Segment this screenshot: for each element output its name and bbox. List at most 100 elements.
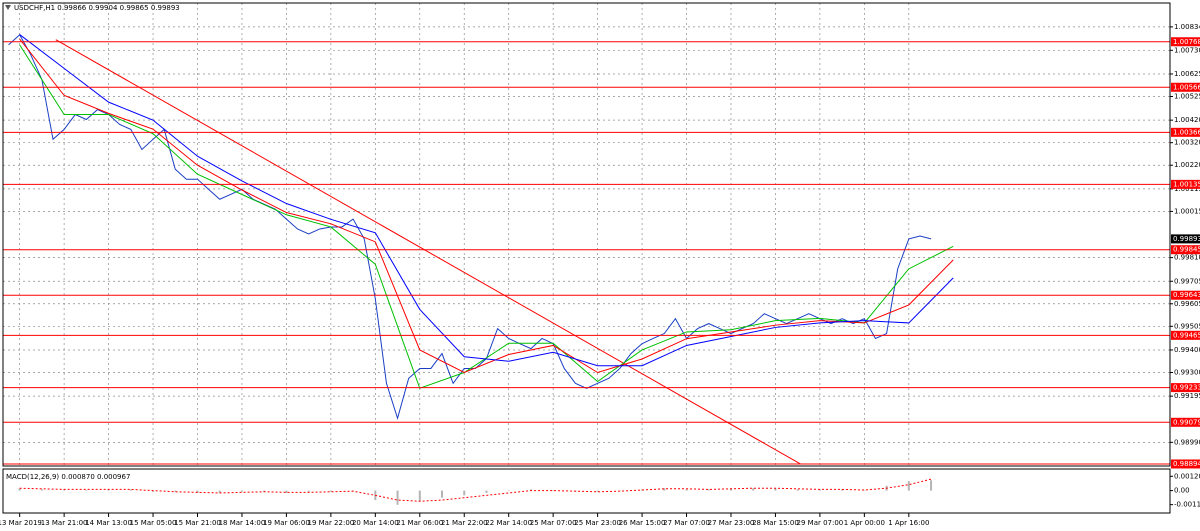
level-label: 0.99233 xyxy=(1173,384,1200,392)
x-tick-label: 13 Mar 2019 xyxy=(0,519,42,527)
macd-bar xyxy=(841,489,844,491)
level-tag xyxy=(1171,245,1200,255)
macd-bar xyxy=(596,490,599,492)
level-tag xyxy=(1171,37,1200,47)
y-tick-label: 1.00015 xyxy=(1174,207,1200,215)
level-tag xyxy=(1171,459,1200,469)
macd-bar xyxy=(196,490,199,493)
x-tick-label: 28 Mar 15:00 xyxy=(752,519,799,527)
x-tick-label: 27 Mar 07:00 xyxy=(663,519,710,527)
y-tick-label: 0.99605 xyxy=(1174,300,1200,308)
macd-bar xyxy=(818,489,821,491)
x-tick-label: 25 Mar 23:00 xyxy=(574,519,621,527)
x-tick-label: 21 Mar 22:00 xyxy=(441,519,488,527)
symbol-icon xyxy=(5,5,11,10)
x-tick-label: 20 Mar 14:00 xyxy=(352,519,399,527)
macd-bar xyxy=(529,489,532,491)
macd-bar xyxy=(307,490,310,492)
x-tick-label: 14 Mar 13:00 xyxy=(85,519,132,527)
macd-bar xyxy=(63,489,66,491)
level-label: 0.99845 xyxy=(1173,246,1200,254)
level-tag xyxy=(1171,82,1200,92)
level-label: 0.99079 xyxy=(1173,418,1200,426)
macd-bar xyxy=(507,490,510,492)
macd-bar xyxy=(796,489,799,491)
level-label: 0.99643 xyxy=(1173,291,1200,299)
x-tick-label: 21 Mar 06:00 xyxy=(396,519,443,527)
macd-bar xyxy=(329,490,332,492)
y-tick-label: -0.001185 xyxy=(1174,501,1200,509)
y-tick-label: 0.001204 xyxy=(1174,472,1200,480)
macd-bar xyxy=(663,488,666,491)
level-tag xyxy=(1171,127,1200,137)
macd-bar xyxy=(930,480,933,491)
y-tick-label: 1.00525 xyxy=(1174,93,1200,101)
price-tag xyxy=(1171,234,1200,244)
y-tick-label: 0.99705 xyxy=(1174,277,1200,285)
level-label: 1.00135 xyxy=(1173,180,1200,188)
moving-average xyxy=(19,44,954,389)
x-tick-label: 29 Mar 07:00 xyxy=(797,519,844,527)
y-tick-label: 1.00220 xyxy=(1174,161,1200,169)
macd-bar xyxy=(729,488,732,491)
moving-average xyxy=(19,34,954,367)
x-tick-label: 22 Mar 14:00 xyxy=(485,519,532,527)
y-tick-label: 1.00420 xyxy=(1174,116,1200,124)
y-tick-label: 1.00115 xyxy=(1174,185,1200,193)
macd-bar xyxy=(774,488,777,491)
level-tag xyxy=(1171,417,1200,427)
level-tag xyxy=(1171,290,1200,300)
macd-bar xyxy=(552,490,555,492)
macd-bar xyxy=(152,490,155,492)
x-tick-label: 19 Mar 22:00 xyxy=(307,519,354,527)
macd-bar xyxy=(129,489,132,491)
macd-bar xyxy=(85,489,88,491)
x-tick-label: 15 Mar 05:00 xyxy=(130,519,177,527)
level-label: 1.00768 xyxy=(1173,38,1200,46)
current-price-label: 0.99893 xyxy=(1173,235,1200,243)
level-label: 1.00366 xyxy=(1173,128,1200,136)
macd-bar xyxy=(907,481,910,491)
y-tick-label: 0.99195 xyxy=(1174,392,1200,400)
x-tick-label: 19 Mar 06:00 xyxy=(263,519,310,527)
moving-average xyxy=(19,38,954,374)
signal-line xyxy=(19,478,932,502)
macd-bar xyxy=(107,489,110,491)
x-tick-label: 26 Mar 15:00 xyxy=(619,519,666,527)
macd-bar xyxy=(707,489,710,491)
x-tick-label: 1 Apr 16:00 xyxy=(888,519,929,527)
y-tick-label: 0.99505 xyxy=(1174,322,1200,330)
x-tick-label: 13 Mar 21:00 xyxy=(41,519,88,527)
macd-bar xyxy=(463,490,466,496)
x-tick-label: 1 Apr 00:00 xyxy=(844,519,885,527)
level-tag xyxy=(1171,330,1200,340)
macd-bar xyxy=(752,488,755,491)
macd-bar xyxy=(485,490,488,493)
macd-bar xyxy=(174,490,177,492)
y-tick-label: 1.00320 xyxy=(1174,139,1200,147)
macd-bar xyxy=(285,490,288,493)
panel-frame xyxy=(2,468,1171,514)
macd-title: MACD(12,26,9) 0.000870 0.000967 xyxy=(6,473,130,481)
x-tick-label: 25 Mar 07:00 xyxy=(530,519,577,527)
trendline xyxy=(55,39,801,465)
y-tick-label: 0.00 xyxy=(1174,487,1190,495)
y-tick-label: 1.00834 xyxy=(1174,23,1200,31)
y-tick-label: 1.00730 xyxy=(1174,46,1200,54)
level-tag xyxy=(1171,179,1200,189)
macd-bar xyxy=(396,490,399,505)
chart-title: USDCHF,H1 0.99866 0.99904 0.99865 0.9989… xyxy=(14,4,180,12)
macd-bar xyxy=(18,488,21,491)
x-tick-label: 15 Mar 21:00 xyxy=(174,519,221,527)
macd-bar xyxy=(685,489,688,491)
macd-bar xyxy=(218,490,221,493)
macd-bar xyxy=(263,490,266,492)
level-label: 1.00566 xyxy=(1173,83,1200,91)
macd-bar xyxy=(863,490,866,492)
macd-bar xyxy=(240,490,243,492)
